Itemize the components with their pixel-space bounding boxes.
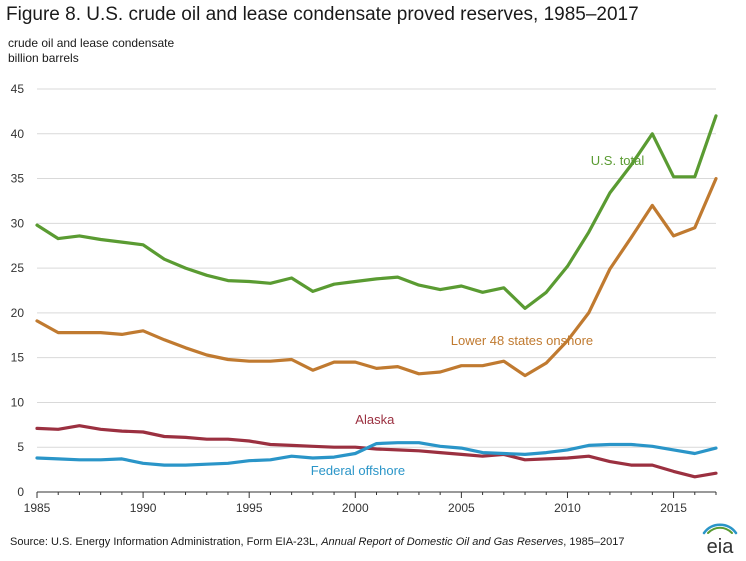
- series-label: Federal offshore: [311, 463, 405, 478]
- series-label: Lower 48 states onshore: [451, 333, 593, 348]
- source-prefix: Source: U.S. Energy Information Administ…: [10, 536, 322, 548]
- x-tick-label: 2000: [342, 501, 369, 515]
- series-labels: U.S. total Lower 48 states onshore Alaska F…: [311, 153, 645, 478]
- x-tick-label: 1990: [130, 501, 157, 515]
- source-suffix: , 1985–2017: [563, 536, 625, 548]
- x-tick-label: 2005: [448, 501, 475, 515]
- x-tick-label: 2010: [554, 501, 581, 515]
- y-tick-label: 30: [11, 216, 25, 230]
- series-label: U.S. total: [591, 153, 645, 168]
- eia-logo-text: eia: [707, 536, 735, 556]
- y-unit-label-line1: crude oil and lease condensate: [8, 36, 175, 50]
- source-note: Source: U.S. Energy Information Administ…: [10, 536, 624, 548]
- x-tick-label: 1995: [236, 501, 263, 515]
- series-label: Alaska: [355, 412, 395, 427]
- y-tick-label: 10: [11, 395, 25, 409]
- x-tick-label: 1985: [24, 501, 51, 515]
- series-line-u-s-total: [35, 114, 718, 310]
- y-unit-label-line2: billion barrels: [8, 51, 79, 65]
- y-tick-label: 0: [17, 485, 24, 499]
- series-line-lower-48-states-onshore: [35, 177, 718, 378]
- y-tick-label: 25: [11, 261, 25, 275]
- series-line-federal-offshore: [35, 441, 718, 467]
- y-tick-label: 35: [11, 172, 25, 186]
- series-line-alaska: [35, 424, 718, 479]
- grid-lines: [37, 88, 716, 448]
- y-axis-ticks: 0 5 10 15 20 25 30 35 40 45: [11, 82, 25, 499]
- y-tick-label: 45: [11, 82, 25, 96]
- x-axis: 1985 1990 1995 2000 2005 2010 2015: [24, 491, 717, 515]
- series-lines: [35, 114, 718, 479]
- eia-logo: eia: [702, 523, 738, 556]
- x-tick-label: 2015: [660, 501, 687, 515]
- y-tick-label: 5: [17, 440, 24, 454]
- y-tick-label: 15: [11, 351, 25, 365]
- source-report-title: Annual Report of Domestic Oil and Gas Re…: [321, 536, 564, 548]
- figure-title: Figure 8. U.S. crude oil and lease conde…: [6, 4, 639, 25]
- y-tick-label: 40: [11, 127, 25, 141]
- y-tick-label: 20: [11, 306, 25, 320]
